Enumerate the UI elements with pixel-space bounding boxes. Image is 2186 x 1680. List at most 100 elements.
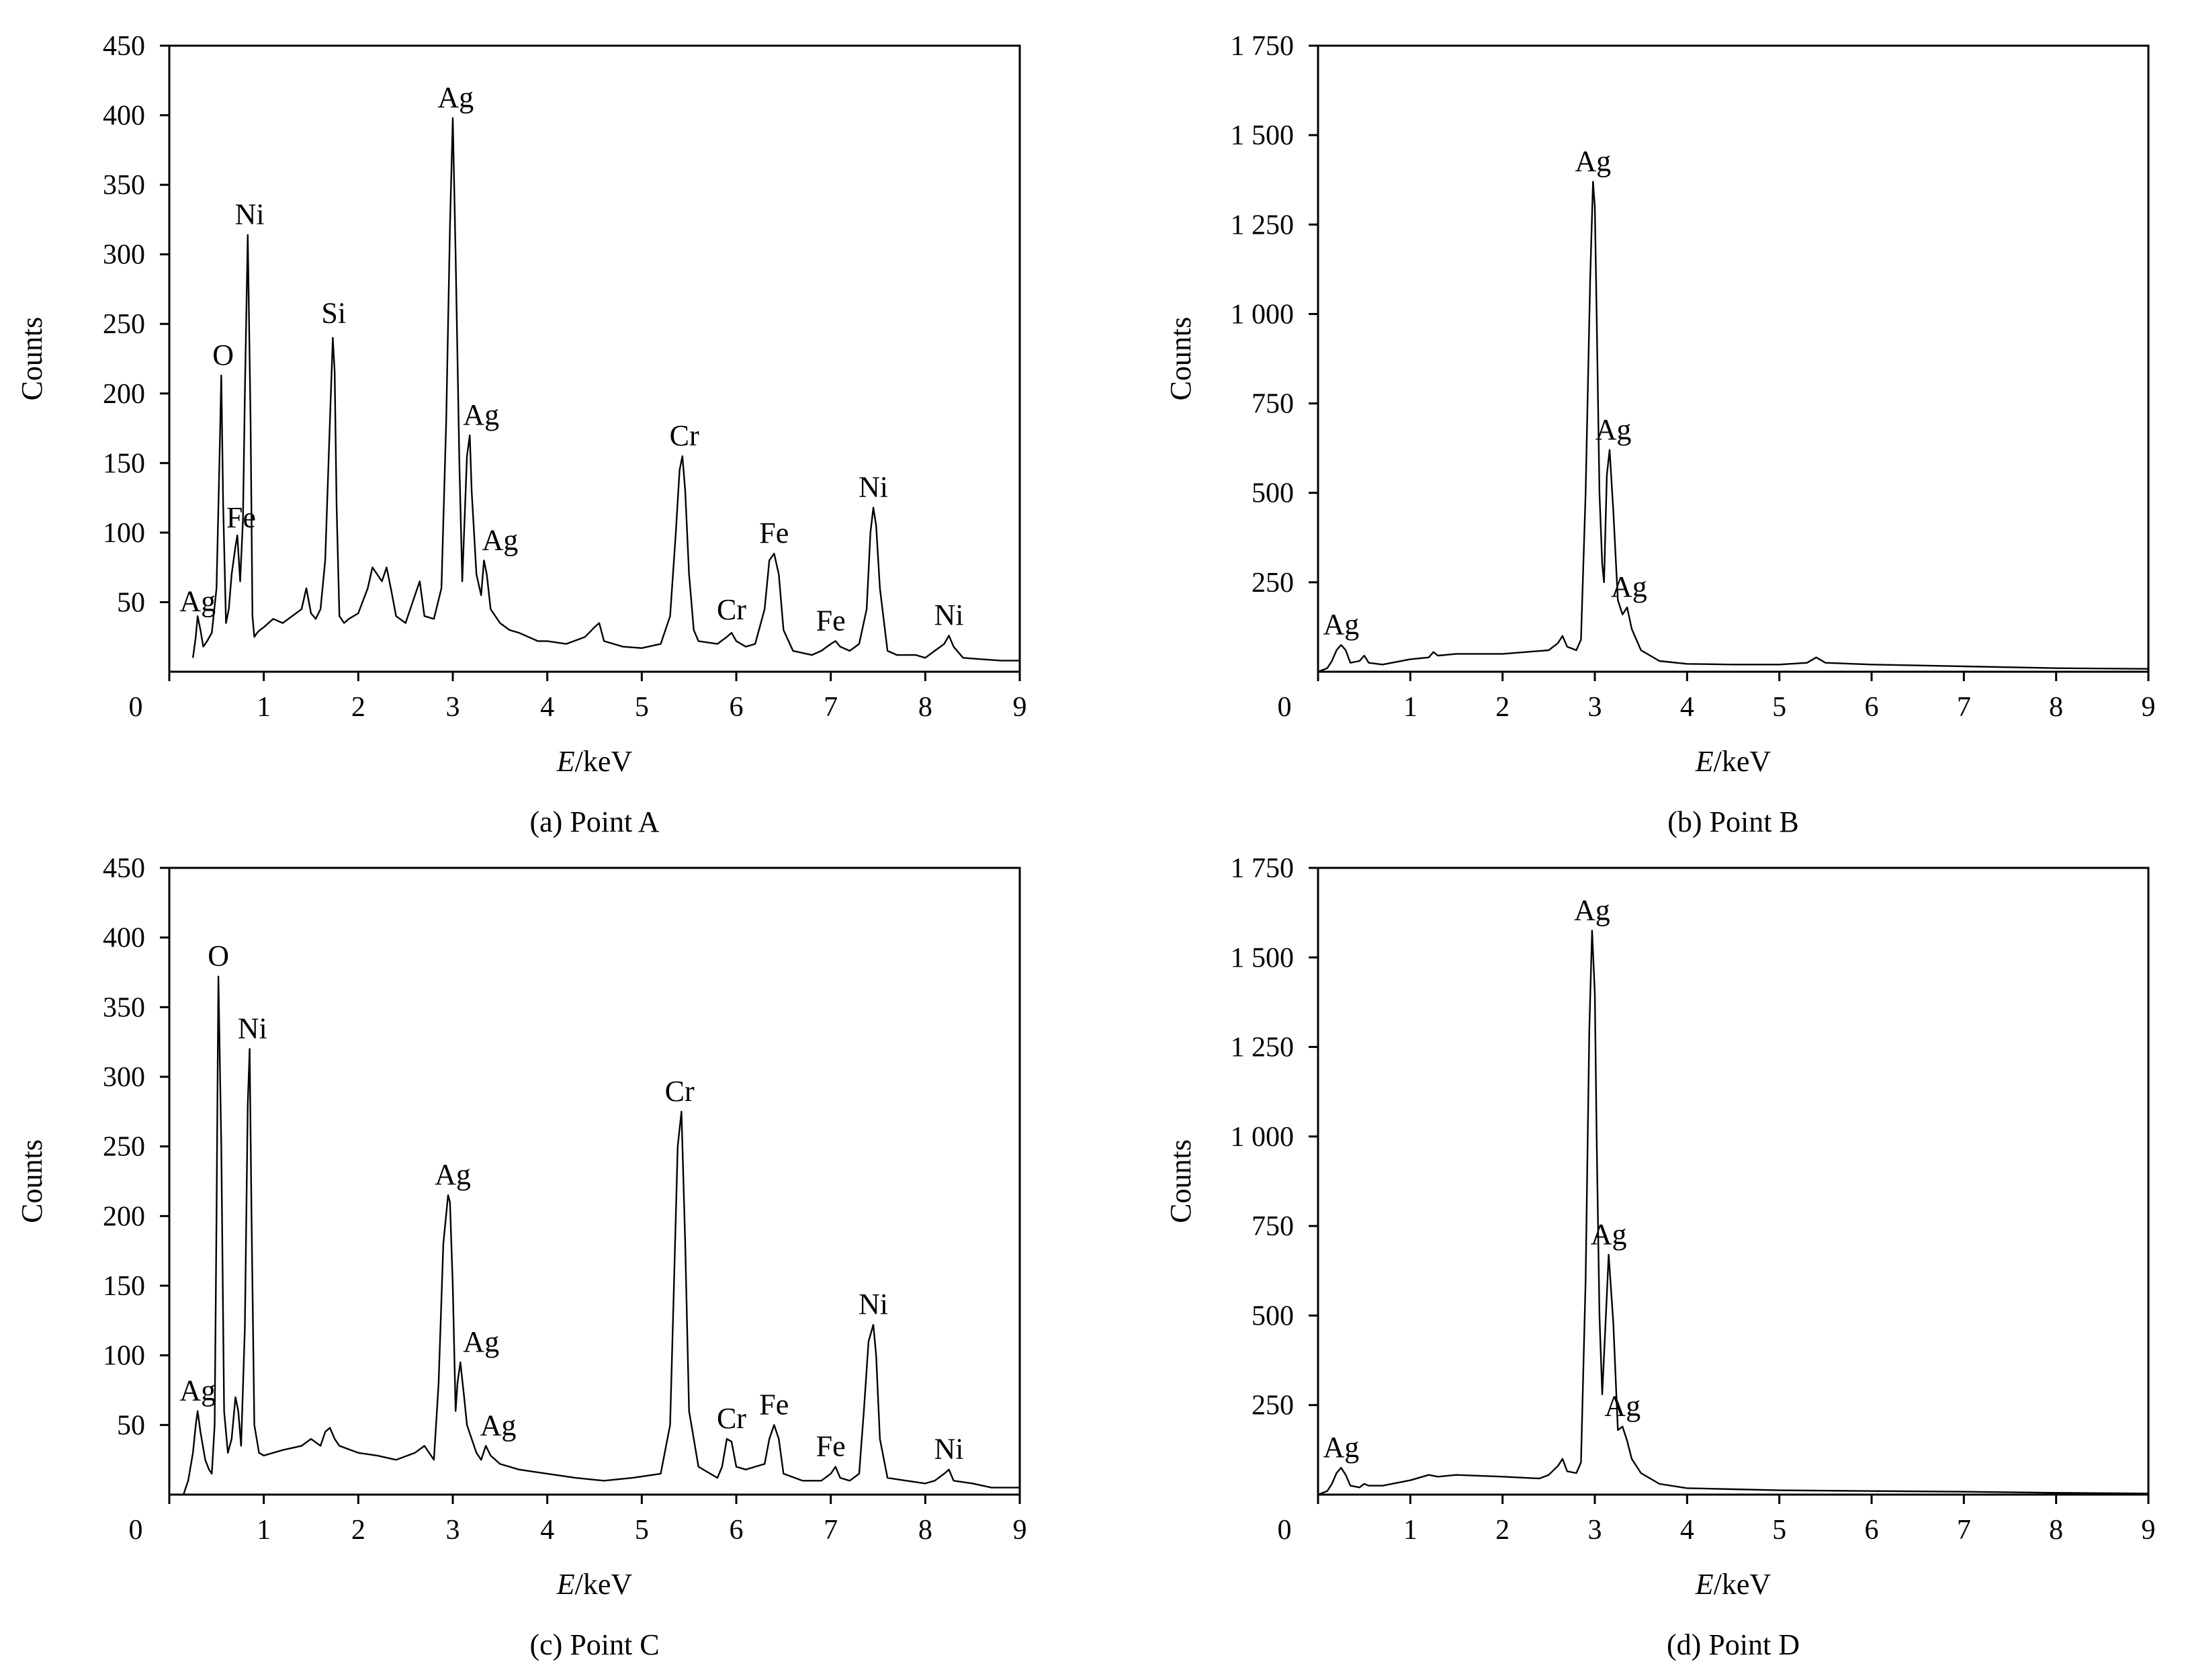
x-axis-label-c: E/keV [556, 1568, 633, 1601]
peak-label-c-9: Fe [816, 1430, 846, 1463]
x-axis-label-a: E/keV [556, 745, 633, 778]
y-tick-label-a-7: 400 [103, 101, 145, 132]
x-tick-label-c-8: 8 [918, 1515, 932, 1546]
peak-label-b-2: Ag [1595, 413, 1632, 446]
x-tick-label-c-7: 7 [824, 1515, 838, 1546]
peak-label-a-3: Ni [235, 198, 265, 231]
peak-label-c-5: Ag [480, 1409, 517, 1442]
peak-label-a-7: Ag [482, 523, 518, 556]
peak-label-c-11: Ni [934, 1433, 964, 1466]
peak-label-c-8: Fe [759, 1388, 789, 1421]
y-tick-label-c-5: 300 [103, 1062, 145, 1093]
peak-label-a-6: Ag [463, 398, 499, 431]
y-tick-label-a-0: 50 [117, 587, 145, 618]
y-tick-label-c-3: 200 [103, 1201, 145, 1232]
panel-d: 1 2 3 4 5 6 7 8 9 0 250 500 750 1 000 1 250 1 500 1 750 C… [1164, 853, 2156, 1661]
panel-a: 1 2 3 4 5 6 7 8 9 0 50 100 150 200 250 300 350 400 450 Coun… [15, 31, 1027, 838]
peak-label-a-9: Cr [717, 593, 746, 626]
spectrum-line-d [1317, 930, 2149, 1496]
x-tick-label-c-3: 3 [446, 1515, 460, 1546]
x-tick-label-c-2: 2 [351, 1515, 365, 1546]
peak-label-c-7: Cr [717, 1402, 746, 1435]
y-tick-label-a-4: 250 [103, 309, 145, 340]
panel-caption-c: (c) Point C [529, 1628, 659, 1661]
y-tick-label-d-2: 750 [1252, 1211, 1294, 1242]
x-tick-label-b-2: 2 [1495, 692, 1510, 723]
y-tick-label-d-6: 1 750 [1231, 853, 1295, 884]
x-tick-label-a-6: 6 [730, 692, 744, 723]
y-tick-label-d-4: 1 250 [1231, 1032, 1295, 1063]
x-axis-label-d: E/keV [1695, 1568, 1772, 1601]
peak-label-c-1: O [208, 940, 229, 973]
y-tick-label-a-5: 300 [103, 240, 145, 271]
y-tick-label-c-2: 150 [103, 1271, 145, 1302]
peak-label-c-0: Ag [179, 1374, 216, 1407]
y-tick-label-a-6: 350 [103, 170, 145, 201]
peak-label-d-2: Ag [1591, 1218, 1627, 1251]
y-tick-label-a-3: 200 [103, 379, 145, 410]
x-axis-label-symbol-b: E [1695, 745, 1714, 778]
x-tick-label-c-6: 6 [730, 1515, 744, 1546]
x-tick-label-d-3: 3 [1588, 1515, 1602, 1546]
x-tick-label-a-9: 9 [1013, 692, 1027, 723]
peak-label-a-4: Si [321, 297, 346, 330]
peak-label-a-12: Ni [859, 471, 888, 504]
y-tick-label-c-7: 400 [103, 923, 145, 954]
origin-label-d: 0 [1278, 1515, 1292, 1546]
x-axis-label-unit-c: /keV [575, 1568, 633, 1601]
peak-label-a-11: Fe [816, 604, 846, 637]
x-tick-label-b-3: 3 [1588, 692, 1602, 723]
x-tick-label-d-8: 8 [2049, 1515, 2063, 1546]
peak-label-b-1: Ag [1575, 144, 1611, 177]
y-axis-label-d: Counts [1164, 1139, 1197, 1223]
peak-label-a-13: Ni [934, 599, 964, 631]
x-tick-label-c-1: 1 [257, 1515, 271, 1546]
plot-frame-d [1317, 867, 2150, 1496]
y-tick-label-d-1: 500 [1252, 1300, 1294, 1331]
x-tick-label-a-5: 5 [635, 692, 649, 723]
spectrum-line-b [1317, 181, 2149, 673]
y-tick-label-b-1: 500 [1252, 478, 1294, 509]
y-tick-label-a-8: 450 [103, 31, 145, 62]
origin-label-b: 0 [1278, 692, 1292, 723]
x-tick-label-a-1: 1 [257, 692, 271, 723]
origin-label-a: 0 [129, 692, 143, 723]
y-tick-label-c-0: 50 [117, 1410, 145, 1441]
peak-label-c-2: Ni [238, 1012, 267, 1045]
x-tick-label-a-3: 3 [446, 692, 460, 723]
panel-c: 1 2 3 4 5 6 7 8 9 0 50 100 150 200 250 300 350 400 450 Coun… [15, 853, 1027, 1661]
x-tick-label-b-4: 4 [1680, 692, 1694, 723]
y-axis-label-b: Counts [1164, 317, 1197, 401]
x-axis-label-symbol-a: E [556, 745, 575, 778]
origin-label-c: 0 [129, 1515, 143, 1546]
x-tick-label-d-1: 1 [1403, 1515, 1417, 1546]
y-tick-label-d-0: 250 [1252, 1390, 1294, 1421]
peak-label-a-8: Cr [670, 419, 699, 452]
panel-b: 1 2 3 4 5 6 7 8 9 0 250 500 750 1 000 1 250 1 500 1 750 C… [1164, 31, 2156, 838]
x-axis-label-b: E/keV [1695, 745, 1772, 778]
y-tick-label-d-5: 1 500 [1231, 942, 1295, 973]
spectrum-line-c [182, 975, 1020, 1495]
peak-label-c-10: Ni [859, 1288, 888, 1321]
x-axis-label-symbol-d: E [1695, 1568, 1714, 1601]
peak-label-a-10: Fe [759, 517, 789, 549]
y-tick-label-b-2: 750 [1252, 389, 1294, 420]
peak-label-c-4: Ag [463, 1325, 499, 1358]
x-axis-label-symbol-c: E [556, 1568, 575, 1601]
x-tick-label-b-9: 9 [2142, 692, 2156, 723]
y-tick-label-c-4: 250 [103, 1132, 145, 1163]
x-axis-label-unit-d: /keV [1714, 1568, 1772, 1601]
x-tick-label-b-1: 1 [1403, 692, 1417, 723]
x-tick-label-b-6: 6 [1865, 692, 1879, 723]
x-tick-label-b-5: 5 [1772, 692, 1786, 723]
y-tick-label-a-2: 150 [103, 448, 145, 479]
x-tick-label-d-5: 5 [1772, 1515, 1786, 1546]
x-axis-label-unit-b: /keV [1714, 745, 1772, 778]
y-tick-label-b-0: 250 [1252, 568, 1294, 599]
plot-frame-a [168, 44, 1021, 673]
plot-frame-c [168, 867, 1021, 1496]
y-tick-label-c-6: 350 [103, 992, 145, 1023]
x-tick-label-a-8: 8 [918, 692, 932, 723]
x-tick-label-d-2: 2 [1495, 1515, 1510, 1546]
x-axis-label-unit-a: /keV [575, 745, 633, 778]
